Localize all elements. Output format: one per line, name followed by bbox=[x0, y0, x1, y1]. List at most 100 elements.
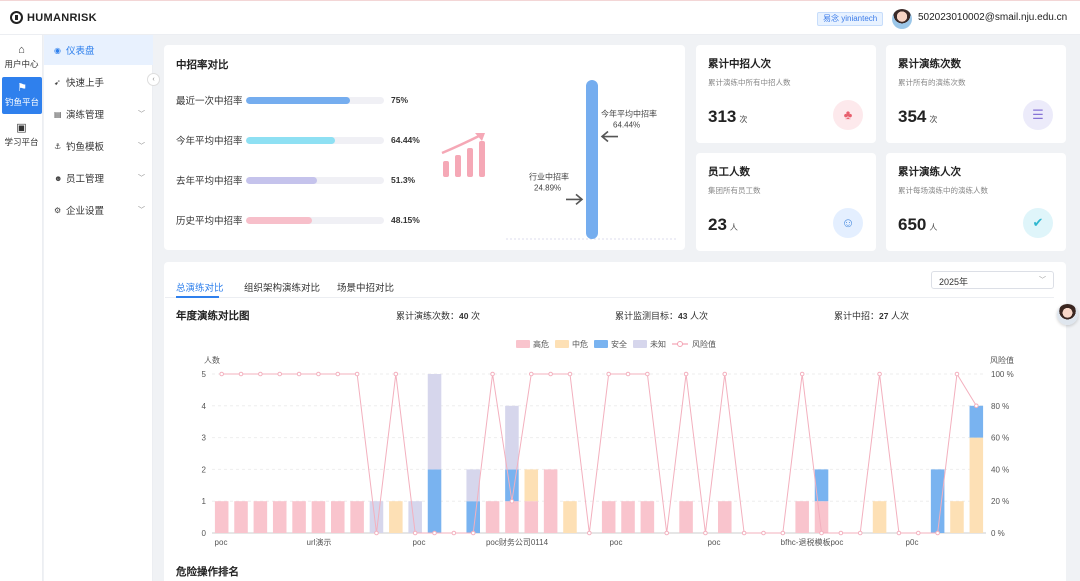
risk-point bbox=[296, 371, 302, 377]
risk-point bbox=[354, 371, 360, 377]
rate-label: 去年平均中招率 bbox=[176, 176, 243, 187]
rate-label: 最近一次中招率 bbox=[176, 96, 243, 107]
chart-section-title: 年度演练对比图 bbox=[176, 310, 250, 322]
bar-segment bbox=[524, 469, 539, 502]
risk-point bbox=[567, 371, 573, 377]
x-tick-label: url演示 bbox=[307, 537, 332, 547]
stat-card-total-drills: 累计演练次数 累计所有的演练次数 354 次 ☰ bbox=[886, 45, 1066, 143]
risk-point bbox=[606, 371, 611, 377]
risk-point bbox=[393, 371, 399, 377]
bar-segment bbox=[253, 501, 268, 533]
risk-point bbox=[935, 530, 940, 536]
risk-point bbox=[877, 371, 882, 377]
bar-segment bbox=[214, 501, 229, 533]
bar-segment bbox=[969, 437, 984, 533]
legend-label: 中危 bbox=[572, 339, 588, 349]
hook-icon: ⚓ bbox=[54, 141, 62, 151]
tab-org-structure[interactable]: 组织架构演练对比 bbox=[244, 283, 321, 294]
tab-divider bbox=[165, 297, 1054, 298]
menu-label: 钓鱼模板 bbox=[66, 142, 105, 153]
risk-point bbox=[490, 371, 495, 377]
menu-label: 演练管理 bbox=[66, 110, 105, 121]
risk-point bbox=[374, 530, 379, 536]
stat-number: 23 bbox=[708, 215, 727, 234]
y-tick-left: 4 bbox=[202, 402, 207, 411]
industry-rate-marker: 行业中招率 24.89% bbox=[529, 171, 584, 206]
legend-swatch bbox=[633, 340, 647, 348]
bar-segment bbox=[505, 501, 519, 533]
danger-ranking-title: 危险操作排名 bbox=[176, 566, 239, 578]
menu-item-drill-management[interactable]: ▤ 演练管理 ﹀ bbox=[44, 99, 153, 129]
stat-unit: 次 bbox=[929, 115, 938, 124]
user-avatar[interactable] bbox=[892, 9, 912, 29]
risk-point bbox=[432, 530, 437, 536]
brand-logo[interactable]: HUMANRISK bbox=[10, 11, 97, 24]
y-axis-right-title: 风险值 bbox=[990, 355, 1014, 365]
menu-item-quick-start[interactable]: ➹ 快速上手 bbox=[44, 67, 153, 97]
risk-point bbox=[799, 371, 805, 377]
bar-segment bbox=[640, 501, 655, 533]
risk-point bbox=[258, 371, 263, 377]
risk-point bbox=[703, 530, 708, 536]
year-select[interactable]: 2025年 ﹀ bbox=[931, 271, 1054, 289]
id-badge-icon: ☺ bbox=[833, 208, 863, 238]
tenant-badge[interactable]: 易念 yiniantech bbox=[817, 12, 884, 26]
stat-card-total-hits: 累计中招人次 累计演练中所有中招人数 313 次 ♣ bbox=[696, 45, 876, 143]
user-email[interactable]: 502023010002@smail.nju.edu.cn bbox=[918, 12, 1068, 23]
summary-targets: 累计监测目标：43 人次 bbox=[615, 311, 709, 321]
risk-point bbox=[470, 530, 476, 536]
stat-desc: 累计演练中所有中招人数 bbox=[708, 78, 791, 87]
risk-point bbox=[664, 530, 670, 536]
chevron-down-icon: ﹀ bbox=[138, 207, 145, 214]
home-icon: ⌂ bbox=[18, 44, 25, 56]
summary-hits: 累计中招：27 人次 bbox=[834, 311, 910, 321]
year-rate-marker: 今年平均中招率 64.44% bbox=[600, 109, 657, 143]
menu-item-employee-management[interactable]: ☻ 员工管理 ﹀ bbox=[44, 163, 153, 193]
rail-item-learning-platform[interactable]: ▣ 学习平台 bbox=[0, 117, 43, 154]
trend-chart-icon bbox=[441, 133, 485, 177]
bar-segment bbox=[524, 501, 539, 533]
rail-label: 钓鱼平台 bbox=[4, 97, 39, 107]
risk-point bbox=[954, 371, 960, 377]
legend-label: 风险值 bbox=[692, 339, 716, 349]
risk-point bbox=[625, 371, 631, 377]
menu-item-enterprise-settings[interactable]: ⚙ 企业设置 ﹀ bbox=[44, 195, 153, 225]
assistant-avatar[interactable] bbox=[1057, 304, 1078, 325]
risk-point bbox=[335, 371, 341, 377]
rail-item-phishing-platform[interactable]: ⚑ 钓鱼平台 bbox=[2, 77, 42, 114]
rate-row: 最近一次中招率 75% bbox=[176, 93, 408, 107]
rail-item-user-center[interactable]: ⌂ 用户中心 bbox=[0, 39, 43, 76]
rate-track bbox=[246, 176, 384, 184]
bar-segment bbox=[350, 501, 364, 533]
stat-value: 313 次 bbox=[708, 107, 747, 127]
risk-point bbox=[587, 530, 592, 536]
risk-point bbox=[683, 371, 689, 377]
risk-point bbox=[548, 371, 553, 377]
menu-item-phishing-templates[interactable]: ⚓ 钓鱼模板 ﹀ bbox=[44, 131, 153, 161]
bar-segment bbox=[466, 501, 480, 533]
bar-segment bbox=[601, 501, 616, 533]
bar-segment bbox=[930, 469, 945, 533]
menu-item-dashboard[interactable]: ◉ 仪表盘 bbox=[44, 35, 153, 65]
stat-title: 员工人数 bbox=[708, 166, 750, 178]
stat-title: 累计演练次数 bbox=[898, 58, 961, 70]
rate-track bbox=[246, 216, 384, 224]
bar-segment bbox=[272, 501, 287, 533]
bar-segment bbox=[292, 501, 306, 533]
y-tick-left: 0 bbox=[202, 529, 207, 538]
dashboard-icon: ◉ bbox=[54, 45, 61, 55]
x-tick-label: poc bbox=[215, 538, 228, 547]
gear-icon: ⚙ bbox=[54, 205, 62, 215]
collapse-sidebar-button[interactable]: ‹ bbox=[147, 73, 160, 86]
tab-scenario[interactable]: 场景中招对比 bbox=[337, 283, 395, 294]
tab-overall[interactable]: 总演练对比 bbox=[176, 283, 224, 294]
bar-segment bbox=[331, 501, 345, 533]
x-tick-label: poc财务公司0114 bbox=[486, 537, 549, 547]
flag-icon: ⚑ bbox=[17, 82, 27, 94]
chevron-down-icon: ﹀ bbox=[1039, 277, 1046, 284]
y-tick-right: 100 % bbox=[991, 370, 1014, 379]
chevron-down-icon: ﹀ bbox=[138, 111, 145, 118]
rate-label: 今年平均中招率 bbox=[176, 136, 243, 147]
rate-value: 75% bbox=[391, 95, 409, 105]
summary-total-drills: 累计演练次数：40 次 bbox=[396, 311, 481, 321]
